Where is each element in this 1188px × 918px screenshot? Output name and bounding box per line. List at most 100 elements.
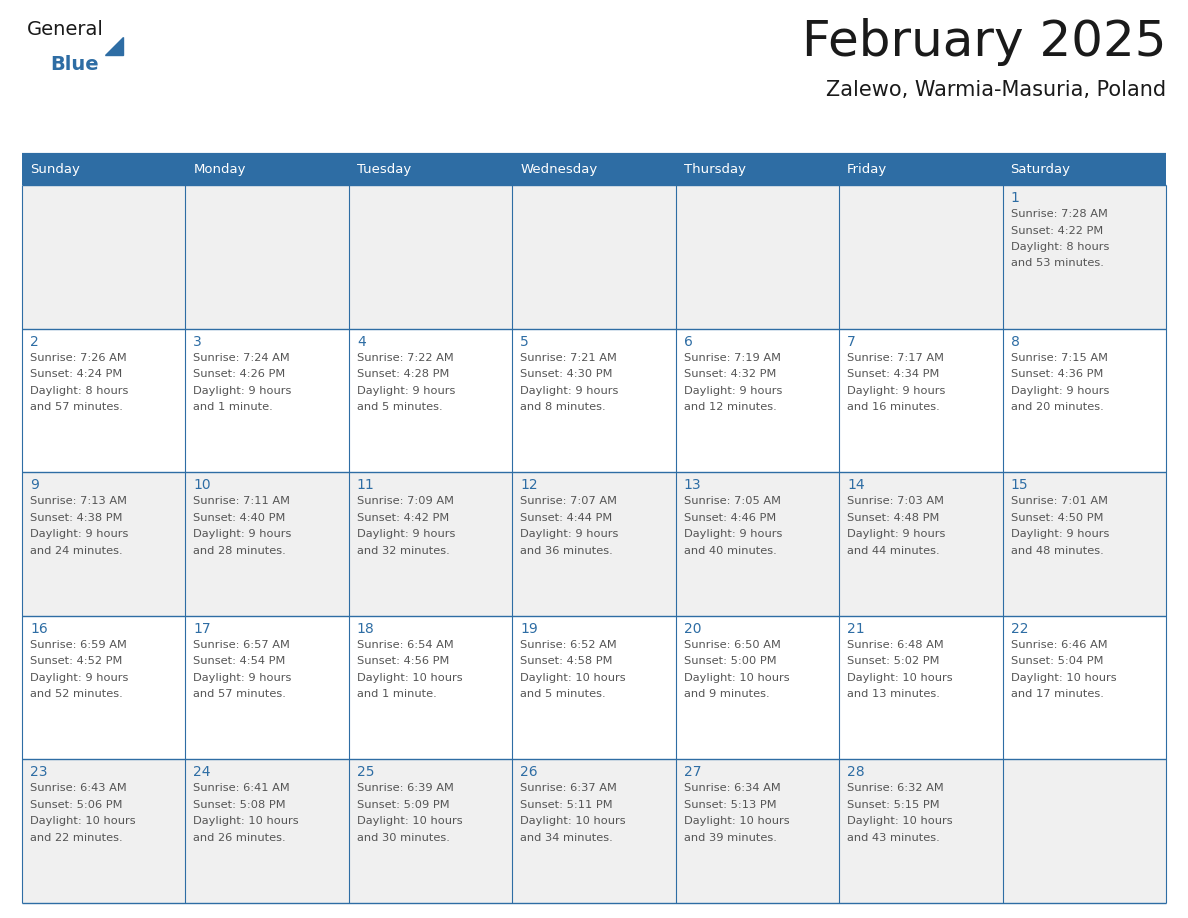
Text: and 36 minutes.: and 36 minutes. bbox=[520, 545, 613, 555]
Text: Sunrise: 6:52 AM: Sunrise: 6:52 AM bbox=[520, 640, 617, 650]
Text: Sunrise: 7:21 AM: Sunrise: 7:21 AM bbox=[520, 353, 617, 363]
Bar bbox=[512, 759, 676, 903]
Bar bbox=[512, 329, 676, 472]
Bar bbox=[185, 155, 349, 185]
Text: Sunset: 5:00 PM: Sunset: 5:00 PM bbox=[684, 656, 776, 666]
Text: Blue: Blue bbox=[50, 55, 99, 74]
Text: Sunset: 4:54 PM: Sunset: 4:54 PM bbox=[194, 656, 286, 666]
Text: and 1 minute.: and 1 minute. bbox=[194, 402, 273, 412]
Text: Sunset: 5:08 PM: Sunset: 5:08 PM bbox=[194, 800, 286, 810]
Text: Daylight: 8 hours: Daylight: 8 hours bbox=[1011, 242, 1108, 252]
Text: and 40 minutes.: and 40 minutes. bbox=[684, 545, 777, 555]
Text: Sunset: 4:32 PM: Sunset: 4:32 PM bbox=[684, 369, 776, 379]
Bar bbox=[23, 616, 185, 759]
Bar bbox=[23, 185, 185, 329]
Text: Daylight: 9 hours: Daylight: 9 hours bbox=[356, 386, 455, 396]
Bar bbox=[349, 472, 512, 616]
Text: Daylight: 10 hours: Daylight: 10 hours bbox=[520, 816, 626, 826]
Text: Sunrise: 7:13 AM: Sunrise: 7:13 AM bbox=[30, 497, 127, 506]
Text: 16: 16 bbox=[30, 621, 48, 636]
Text: Daylight: 10 hours: Daylight: 10 hours bbox=[1011, 673, 1117, 683]
Text: Sunset: 5:04 PM: Sunset: 5:04 PM bbox=[1011, 656, 1104, 666]
Text: Sunrise: 6:57 AM: Sunrise: 6:57 AM bbox=[194, 640, 290, 650]
Text: Daylight: 9 hours: Daylight: 9 hours bbox=[1011, 529, 1108, 539]
Bar bbox=[839, 759, 1003, 903]
Text: Daylight: 9 hours: Daylight: 9 hours bbox=[1011, 386, 1108, 396]
Text: Daylight: 10 hours: Daylight: 10 hours bbox=[356, 673, 462, 683]
Text: Tuesday: Tuesday bbox=[356, 163, 411, 176]
Text: Daylight: 9 hours: Daylight: 9 hours bbox=[520, 529, 619, 539]
Text: 12: 12 bbox=[520, 478, 538, 492]
Text: Sunset: 4:24 PM: Sunset: 4:24 PM bbox=[30, 369, 122, 379]
Text: Sunset: 4:26 PM: Sunset: 4:26 PM bbox=[194, 369, 285, 379]
Text: Daylight: 9 hours: Daylight: 9 hours bbox=[847, 386, 946, 396]
Bar bbox=[1003, 616, 1165, 759]
Text: Sunrise: 6:37 AM: Sunrise: 6:37 AM bbox=[520, 783, 617, 793]
Text: Sunset: 4:22 PM: Sunset: 4:22 PM bbox=[1011, 226, 1102, 236]
Text: Sunrise: 7:11 AM: Sunrise: 7:11 AM bbox=[194, 497, 290, 506]
Text: Sunrise: 7:01 AM: Sunrise: 7:01 AM bbox=[1011, 497, 1107, 506]
Text: 6: 6 bbox=[684, 334, 693, 349]
Text: Saturday: Saturday bbox=[1011, 163, 1070, 176]
Text: Sunrise: 7:15 AM: Sunrise: 7:15 AM bbox=[1011, 353, 1107, 363]
Text: Daylight: 8 hours: Daylight: 8 hours bbox=[30, 386, 128, 396]
Text: Sunrise: 7:09 AM: Sunrise: 7:09 AM bbox=[356, 497, 454, 506]
Text: Sunrise: 6:59 AM: Sunrise: 6:59 AM bbox=[30, 640, 127, 650]
Text: and 24 minutes.: and 24 minutes. bbox=[30, 545, 122, 555]
Text: 15: 15 bbox=[1011, 478, 1028, 492]
Text: 14: 14 bbox=[847, 478, 865, 492]
Text: Sunset: 4:58 PM: Sunset: 4:58 PM bbox=[520, 656, 613, 666]
Text: 5: 5 bbox=[520, 334, 529, 349]
Text: Daylight: 10 hours: Daylight: 10 hours bbox=[30, 816, 135, 826]
Text: Sunset: 4:56 PM: Sunset: 4:56 PM bbox=[356, 656, 449, 666]
Text: Sunset: 4:48 PM: Sunset: 4:48 PM bbox=[847, 512, 940, 522]
Bar bbox=[185, 759, 349, 903]
Text: 17: 17 bbox=[194, 621, 211, 636]
Text: Daylight: 10 hours: Daylight: 10 hours bbox=[356, 816, 462, 826]
Text: Sunrise: 6:46 AM: Sunrise: 6:46 AM bbox=[1011, 640, 1107, 650]
Text: and 34 minutes.: and 34 minutes. bbox=[520, 833, 613, 843]
Text: Sunrise: 7:07 AM: Sunrise: 7:07 AM bbox=[520, 497, 618, 506]
Bar bbox=[349, 616, 512, 759]
Text: Sunrise: 6:50 AM: Sunrise: 6:50 AM bbox=[684, 640, 781, 650]
Text: 23: 23 bbox=[30, 766, 48, 779]
Polygon shape bbox=[105, 37, 124, 55]
Text: 28: 28 bbox=[847, 766, 865, 779]
Text: and 22 minutes.: and 22 minutes. bbox=[30, 833, 122, 843]
Text: 1: 1 bbox=[1011, 191, 1019, 205]
Text: and 32 minutes.: and 32 minutes. bbox=[356, 545, 449, 555]
Text: Sunrise: 6:43 AM: Sunrise: 6:43 AM bbox=[30, 783, 127, 793]
Text: Sunset: 4:30 PM: Sunset: 4:30 PM bbox=[520, 369, 613, 379]
Text: Sunrise: 6:34 AM: Sunrise: 6:34 AM bbox=[684, 783, 781, 793]
Bar bbox=[349, 329, 512, 472]
Text: Sunset: 5:09 PM: Sunset: 5:09 PM bbox=[356, 800, 449, 810]
Bar bbox=[676, 329, 839, 472]
Bar bbox=[1003, 329, 1165, 472]
Text: 8: 8 bbox=[1011, 334, 1019, 349]
Text: Sunrise: 7:22 AM: Sunrise: 7:22 AM bbox=[356, 353, 454, 363]
Text: and 17 minutes.: and 17 minutes. bbox=[1011, 689, 1104, 700]
Bar bbox=[676, 616, 839, 759]
Bar bbox=[349, 155, 512, 185]
Text: Sunset: 5:02 PM: Sunset: 5:02 PM bbox=[847, 656, 940, 666]
Text: and 26 minutes.: and 26 minutes. bbox=[194, 833, 286, 843]
Text: Daylight: 10 hours: Daylight: 10 hours bbox=[520, 673, 626, 683]
Text: 24: 24 bbox=[194, 766, 211, 779]
Text: Sunrise: 7:24 AM: Sunrise: 7:24 AM bbox=[194, 353, 290, 363]
Text: 21: 21 bbox=[847, 621, 865, 636]
Text: and 8 minutes.: and 8 minutes. bbox=[520, 402, 606, 412]
Text: February 2025: February 2025 bbox=[802, 18, 1165, 66]
Text: Daylight: 10 hours: Daylight: 10 hours bbox=[684, 816, 789, 826]
Text: Sunset: 4:38 PM: Sunset: 4:38 PM bbox=[30, 512, 122, 522]
Text: Daylight: 9 hours: Daylight: 9 hours bbox=[194, 529, 292, 539]
Text: Sunset: 5:06 PM: Sunset: 5:06 PM bbox=[30, 800, 122, 810]
Text: Sunrise: 6:32 AM: Sunrise: 6:32 AM bbox=[847, 783, 944, 793]
Text: Sunset: 4:34 PM: Sunset: 4:34 PM bbox=[847, 369, 940, 379]
Bar bbox=[512, 155, 676, 185]
Text: and 16 minutes.: and 16 minutes. bbox=[847, 402, 940, 412]
Text: and 44 minutes.: and 44 minutes. bbox=[847, 545, 940, 555]
Bar bbox=[1003, 759, 1165, 903]
Text: and 13 minutes.: and 13 minutes. bbox=[847, 689, 940, 700]
Bar bbox=[185, 329, 349, 472]
Text: Sunrise: 7:17 AM: Sunrise: 7:17 AM bbox=[847, 353, 944, 363]
